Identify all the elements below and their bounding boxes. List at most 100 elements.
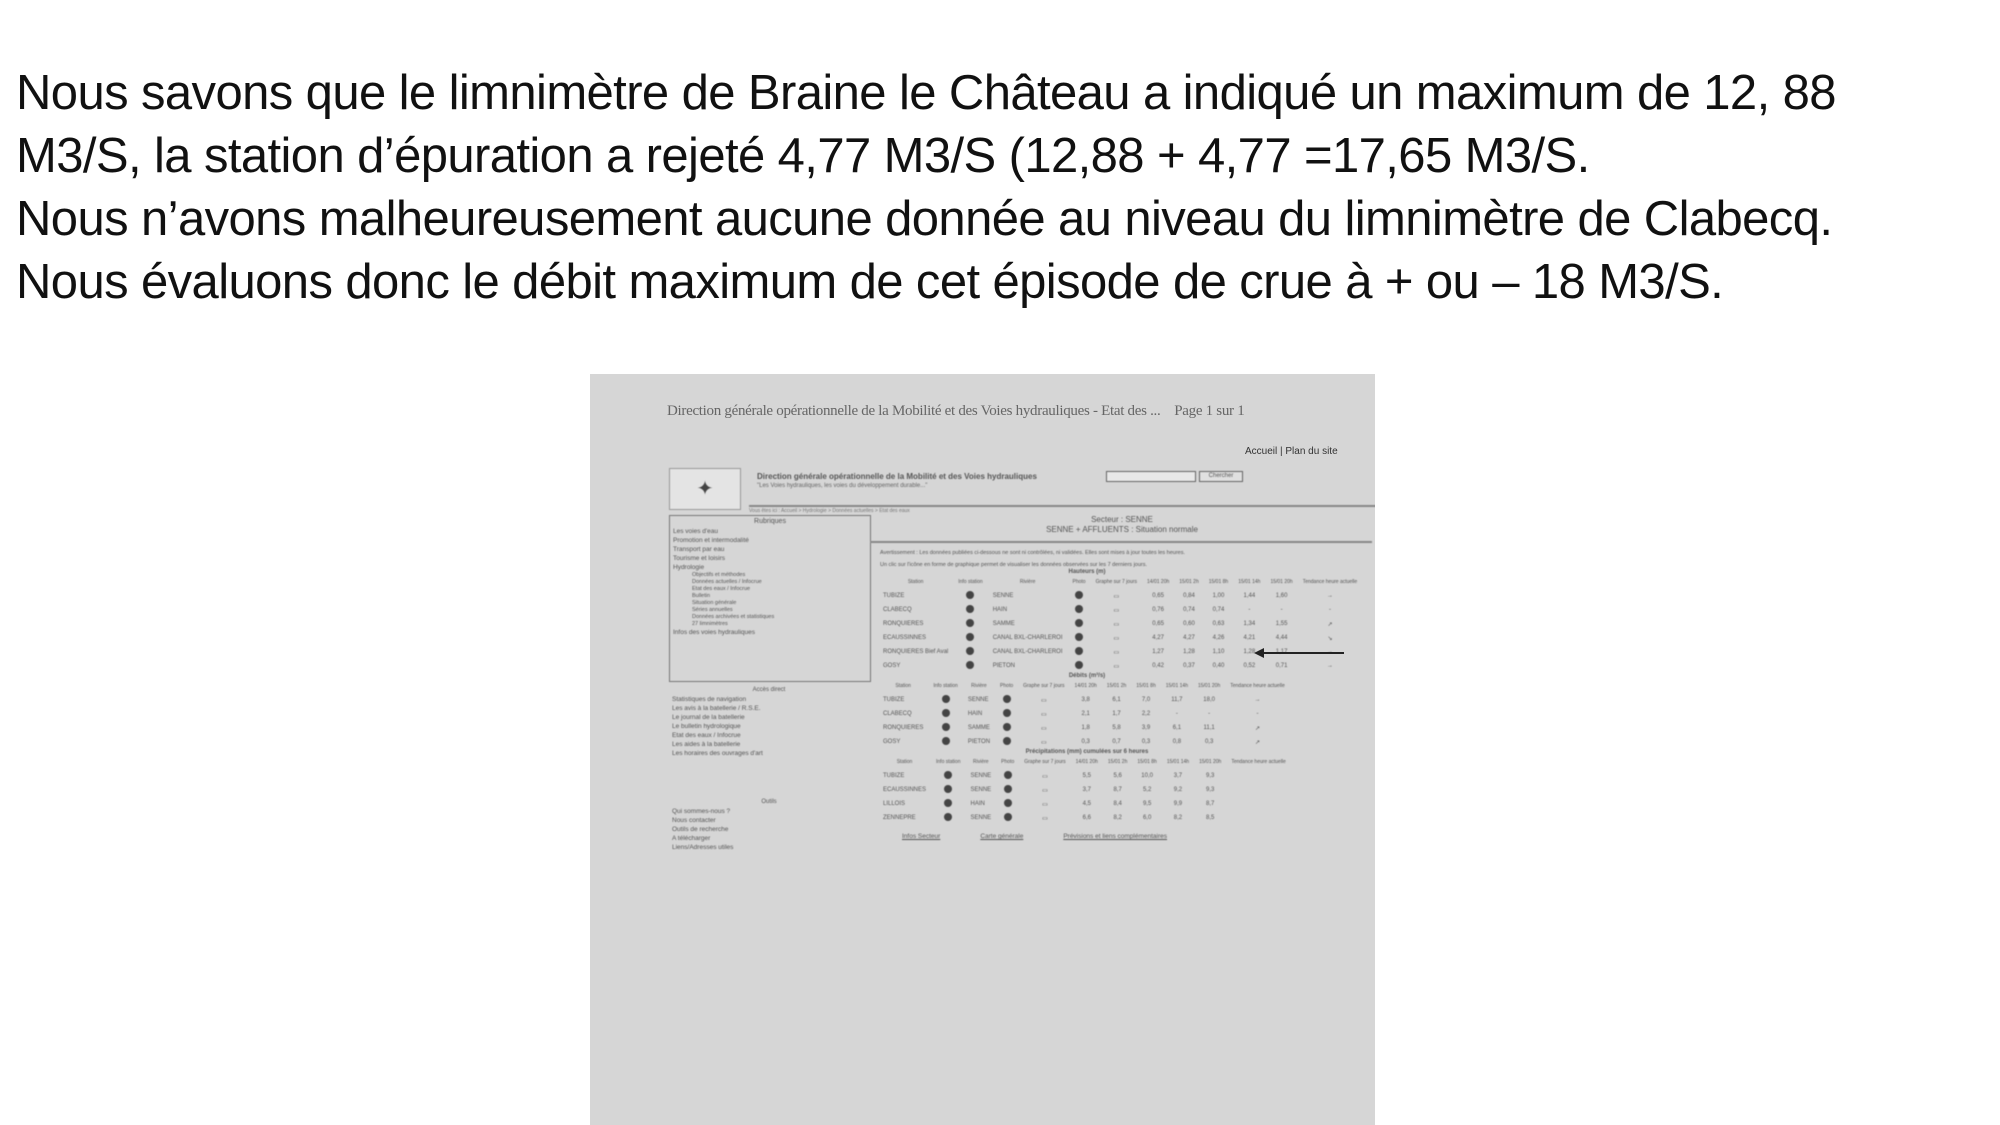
sidebar-item[interactable]: Séries annuelles [692,607,733,613]
pointer-arrow-icon [1254,648,1344,658]
sidebar-item[interactable]: Liens/Adresses utiles [672,844,734,851]
river-name[interactable]: HAIN [967,711,983,717]
info-icon[interactable] [944,799,953,807]
info-icon[interactable] [966,633,975,641]
photo-cell [995,707,1018,721]
graph-icon[interactable]: ▭ [1113,607,1120,614]
camera-icon[interactable] [1002,737,1011,745]
table-row: ECAUSSINNES CANAL BXL-CHARLEROI ▭ 4,27 4,27 4… [878,631,1362,645]
camera-icon[interactable] [1003,771,1012,779]
breadcrumb: Vous êtes ici : Accueil > Hydrologie > D… [749,505,1375,514]
info-icon[interactable] [941,709,950,717]
sidebar-item[interactable]: Tourisme et loisirs [673,555,726,562]
info-icon[interactable] [941,737,950,745]
river-name[interactable]: SENNE [970,773,992,779]
info-icon[interactable] [966,661,975,669]
sidebar-item[interactable]: A télécharger [672,835,711,842]
graph-icon[interactable]: ▭ [1041,739,1047,746]
graph-icon[interactable]: ▭ [1113,649,1120,656]
sidebar-item[interactable]: Le journal de la batellerie [672,714,745,721]
print-page-number: Page 1 sur 1 [1174,403,1245,419]
graph-icon[interactable]: ▭ [1113,663,1120,670]
info-icon[interactable] [966,647,975,655]
value-cell: 8,4 [1113,801,1122,807]
graph-icon[interactable]: ▭ [1113,621,1120,628]
info-icon[interactable] [944,813,953,821]
river-name[interactable]: PIETON [967,739,991,745]
sidebar-item[interactable]: Bulletin [692,593,711,599]
info-icon[interactable] [944,785,953,793]
info-icon[interactable] [941,695,950,703]
graph-icon[interactable]: ▭ [1042,787,1048,794]
river-name[interactable]: SAMME [967,725,990,731]
graph-icon[interactable]: ▭ [1041,711,1047,718]
footer-link[interactable]: Prévisions et liens complémentaires [1063,833,1167,840]
river-name[interactable]: SENNE [967,697,989,703]
camera-icon[interactable] [1002,709,1011,717]
graph-icon[interactable]: ▭ [1042,801,1048,808]
camera-icon[interactable] [1075,619,1084,627]
info-icon[interactable] [944,771,953,779]
search-button[interactable]: Chercher [1199,471,1243,482]
warning-text: Avertissement : Les données publiées ci-… [880,550,1186,556]
value-cell: 0,74 [1212,607,1225,613]
info-icon[interactable] [941,723,950,731]
info-icon[interactable] [966,619,975,627]
graph-icon[interactable]: ▭ [1041,697,1047,704]
graph-icon[interactable]: ▭ [1113,593,1120,600]
sidebar-item[interactable]: Transport par eau [673,546,725,553]
sidebar-item[interactable]: Les avis à la batellerie / R.S.E. [672,705,761,712]
search-input[interactable] [1106,471,1196,482]
river-name[interactable]: SENNE [970,787,992,793]
river-name[interactable]: HAIN [992,607,1008,613]
river-name[interactable]: SENNE [970,815,992,821]
river-name[interactable]: PIETON [992,663,1015,669]
sidebar-item[interactable]: Données actuelles / Infocrue [692,579,762,585]
sidebar-item[interactable]: 27 limnimètres [692,621,728,627]
info-icon[interactable] [966,605,975,613]
camera-icon[interactable] [1003,799,1012,807]
camera-icon[interactable] [1075,591,1084,599]
river-name[interactable]: SENNE [992,593,1014,599]
sidebar-item[interactable]: Situation générale [692,600,737,606]
camera-icon[interactable] [1075,605,1084,613]
sidebar-item[interactable]: Données archivées et statistiques [692,614,775,620]
sidebar-item[interactable]: Infos des voies hydrauliques [673,629,756,636]
sidebar-item[interactable]: Les voies d'eau [673,528,718,535]
sidebar-item[interactable]: Le bulletin hydrologique [672,723,741,730]
river-name[interactable]: SAMME [992,621,1015,627]
graph-icon[interactable]: ▭ [1113,635,1120,642]
camera-icon[interactable] [1003,785,1012,793]
info-station-cell [931,811,965,825]
value-cell: 0,8 [1172,739,1182,745]
footer-link[interactable]: Infos Secteur [902,833,941,840]
river-name[interactable]: HAIN [970,801,985,807]
river-name[interactable]: CANAL BXL-CHARLEROI [992,649,1063,655]
sidebar-item[interactable]: Hydrologie [673,564,705,571]
sidebar-item[interactable]: Les horaires des ouvrages d'art [672,750,763,757]
value-cell: 0,74 [1183,607,1195,613]
sidebar-item[interactable]: Promotion et intermodalité [673,537,749,544]
sidebar-item[interactable]: Nous contacter [672,817,716,824]
camera-icon[interactable] [1075,661,1084,669]
sidebar-item[interactable]: Statistiques de navigation [672,696,747,703]
sidebar-item[interactable]: Etat des eaux / Infocrue [692,586,751,592]
camera-icon[interactable] [1003,813,1012,821]
camera-icon[interactable] [1002,723,1011,731]
camera-icon[interactable] [1002,695,1011,703]
sidebar-item[interactable]: Etat des eaux / Infocrue [672,732,741,739]
graph-icon[interactable]: ▭ [1041,725,1047,732]
river-name[interactable]: CANAL BXL-CHARLEROI [992,635,1063,641]
sidebar-item[interactable]: Les aides à la batellerie [672,741,741,748]
camera-icon[interactable] [1075,633,1084,641]
camera-icon[interactable] [1075,647,1084,655]
station-name: CLABECQ [883,711,912,717]
info-icon[interactable] [966,591,975,599]
sidebar-item[interactable]: Objectifs et méthodes [692,572,746,578]
graph-icon[interactable]: ▭ [1042,773,1048,780]
sidebar-item[interactable]: Qui sommes-nous ? [672,808,731,815]
top-links[interactable]: Accueil | Plan du site [1245,446,1338,457]
footer-link[interactable]: Carte générale [980,833,1024,840]
graph-icon[interactable]: ▭ [1042,815,1048,822]
sidebar-item[interactable]: Outils de recherche [672,826,729,833]
